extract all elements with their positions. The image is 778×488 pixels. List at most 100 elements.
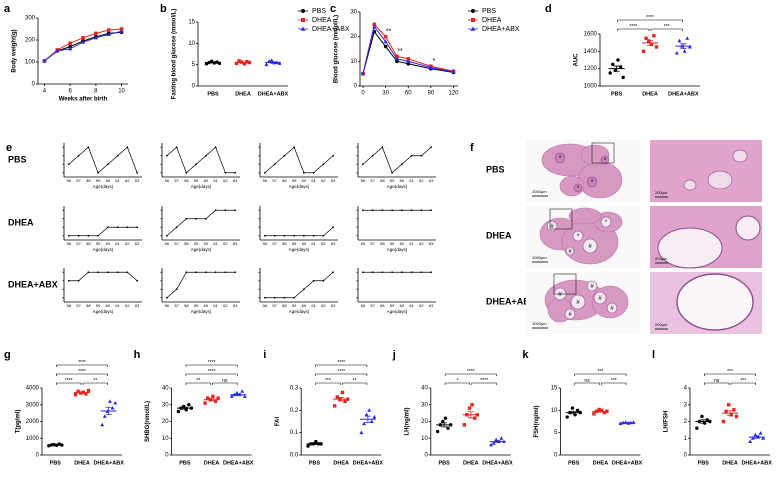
data-point	[410, 271, 413, 274]
x-tick-label: 56	[361, 241, 366, 246]
data-point	[491, 441, 496, 445]
legend-marker	[301, 9, 305, 13]
significance-label: ns	[222, 378, 228, 384]
series-line	[68, 226, 138, 237]
x-tick-label: 63	[429, 241, 434, 246]
histology-symbol: *	[605, 220, 608, 226]
x-tick-label: DHEA+ABX	[223, 460, 254, 466]
significance-bar	[315, 373, 368, 376]
data-point	[597, 407, 601, 412]
follicle	[554, 152, 566, 164]
data-point	[206, 396, 210, 400]
x-tick-label: 63	[233, 241, 238, 246]
y-tick-label: 300	[25, 16, 36, 22]
x-tick-label: 59	[390, 303, 395, 308]
follicle	[573, 183, 583, 193]
x-tick-label: 59	[96, 178, 101, 183]
data-point	[77, 279, 80, 282]
data-point	[97, 271, 100, 274]
x-tick-label: 59	[96, 241, 101, 246]
x-tick-label: 90	[428, 91, 435, 97]
x-tick-label: PBS	[438, 460, 450, 466]
data-point	[214, 209, 217, 212]
data-point	[68, 46, 73, 51]
data-point	[372, 414, 377, 419]
error-bar	[494, 440, 501, 444]
series-line	[362, 25, 454, 74]
data-point	[674, 50, 679, 55]
data-point	[322, 234, 325, 237]
x-tick-label: 60	[400, 241, 405, 246]
y-tick-label: 0.1	[290, 430, 299, 436]
x-tick-label: 58	[184, 303, 189, 308]
series-line	[68, 271, 138, 282]
y-tick-label: 3	[684, 402, 688, 408]
data-point	[727, 403, 731, 407]
x-axis-label: Age(days)	[387, 309, 408, 314]
significance-label: ns	[714, 378, 720, 384]
y-tick-label: 0	[32, 82, 36, 88]
panel-letter: h	[134, 349, 141, 361]
data-point	[360, 71, 366, 76]
data-point	[724, 409, 728, 414]
tissue	[568, 207, 602, 225]
data-point	[240, 389, 245, 393]
data-point	[277, 61, 282, 65]
x-tick-label: 58	[380, 178, 385, 183]
significance-label: ****	[65, 378, 73, 384]
data-point	[116, 226, 119, 229]
data-point	[381, 271, 384, 274]
data-point	[263, 234, 266, 237]
data-point	[86, 388, 91, 393]
data-point	[67, 234, 70, 237]
legend-label: PBS	[312, 8, 326, 15]
x-axis-label: Age(days)	[93, 184, 114, 189]
data-point	[269, 58, 274, 62]
x-tick-label: 60	[106, 303, 111, 308]
y-axis-label: Fasting blood glucose (mmol/L)	[172, 9, 178, 100]
data-point	[335, 395, 339, 399]
data-point	[322, 279, 325, 282]
data-point	[165, 234, 168, 237]
significance-label: ****	[337, 369, 345, 375]
data-point	[67, 163, 70, 166]
data-point	[677, 38, 682, 43]
x-tick-label: 60	[302, 303, 307, 308]
data-point	[116, 271, 119, 274]
data-point	[312, 234, 315, 237]
significance-bar	[730, 382, 756, 385]
data-point	[395, 59, 399, 64]
follicle	[586, 176, 598, 188]
data-point	[406, 59, 411, 63]
significance-bar	[574, 382, 600, 385]
x-tick-label: 57	[174, 241, 179, 246]
data-point	[185, 171, 188, 174]
histology-symbol: #	[588, 244, 592, 250]
data-point	[165, 154, 168, 157]
x-tick-label: 57	[76, 303, 81, 308]
x-tick-label: 62	[223, 178, 228, 183]
data-point	[732, 408, 736, 412]
x-axis-label: Age(days)	[289, 184, 310, 189]
significance-label: *	[456, 378, 458, 384]
data-point	[55, 48, 60, 53]
x-axis-label: Age(days)	[191, 247, 212, 252]
series-line	[362, 23, 454, 74]
panel-letter: i	[263, 349, 266, 361]
data-point	[126, 271, 129, 274]
significance-bar	[574, 373, 627, 376]
data-point	[119, 28, 124, 33]
x-tick-label: 60	[204, 178, 209, 183]
significance-bar	[82, 382, 108, 385]
x-tick-label: PBS	[309, 460, 321, 466]
data-point	[428, 65, 433, 70]
data-point	[214, 146, 217, 149]
x-tick-label: 57	[76, 241, 81, 246]
x-tick-label: 30	[382, 91, 389, 97]
y-axis-label: Blood glucose (mmol/L)	[334, 15, 340, 83]
y-tick-label: 1000	[26, 436, 40, 442]
significance-label: ***	[740, 378, 746, 384]
data-point	[641, 49, 646, 54]
data-point	[84, 392, 88, 396]
x-tick-label: 58	[282, 241, 287, 246]
